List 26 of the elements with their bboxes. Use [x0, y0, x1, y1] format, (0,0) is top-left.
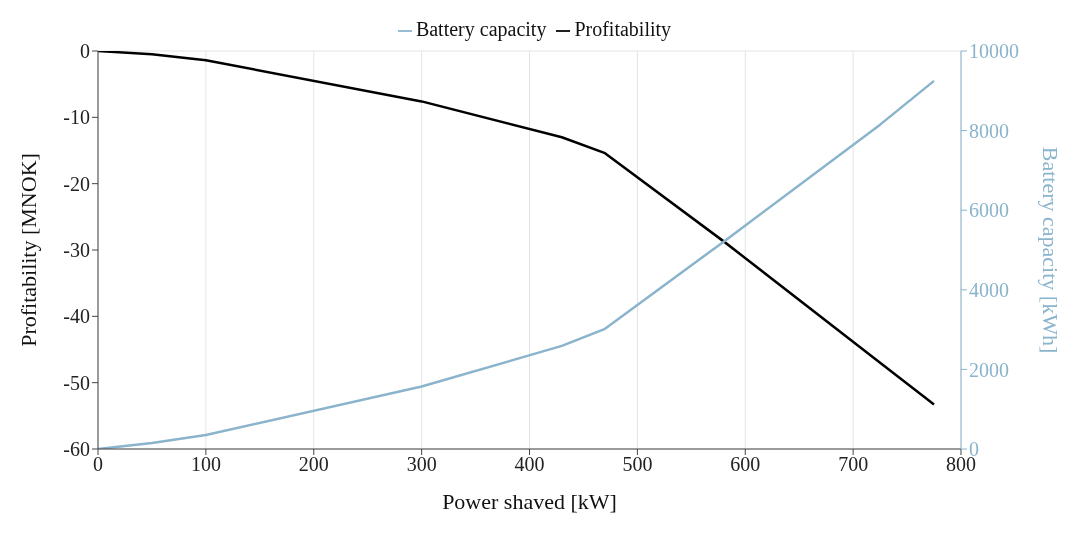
x-tick-label: 100: [190, 453, 221, 476]
y-tick-label: -30: [63, 239, 90, 262]
y2-tick-label: 10000: [969, 40, 1019, 63]
y-tick-label: -10: [63, 106, 90, 129]
legend-label: Profitability: [574, 18, 672, 40]
y-tick-label: -40: [63, 305, 90, 328]
line-series: [98, 51, 936, 406]
x-tick-label: 200: [298, 453, 329, 476]
x-axis-title: Power shaved [kW]: [442, 489, 617, 514]
y-tick-label: -50: [63, 371, 90, 394]
x-tick-label: 500: [622, 453, 653, 476]
y2-tick-label: 6000: [969, 199, 1009, 222]
x-tick-label: 300: [406, 453, 437, 476]
y-axis-title: Profitability [MNOK]: [15, 153, 41, 347]
legend-label: Battery capacity: [415, 18, 547, 40]
x-tick-label: 400: [514, 453, 545, 476]
line-series: [98, 79, 936, 449]
y-tick-label: 0: [80, 40, 90, 63]
x-tick-label: 600: [730, 453, 761, 476]
y2-axis-title: Battery capacity [kWh]: [1038, 146, 1064, 354]
y-tick-label: -20: [63, 172, 90, 195]
x-tick-label: 700: [838, 453, 869, 476]
y-tick-label: -60: [63, 438, 90, 461]
y2-tick-label: 4000: [969, 278, 1009, 301]
y2-tick-label: 8000: [969, 119, 1009, 142]
y2-tick-label: 2000: [969, 358, 1009, 381]
